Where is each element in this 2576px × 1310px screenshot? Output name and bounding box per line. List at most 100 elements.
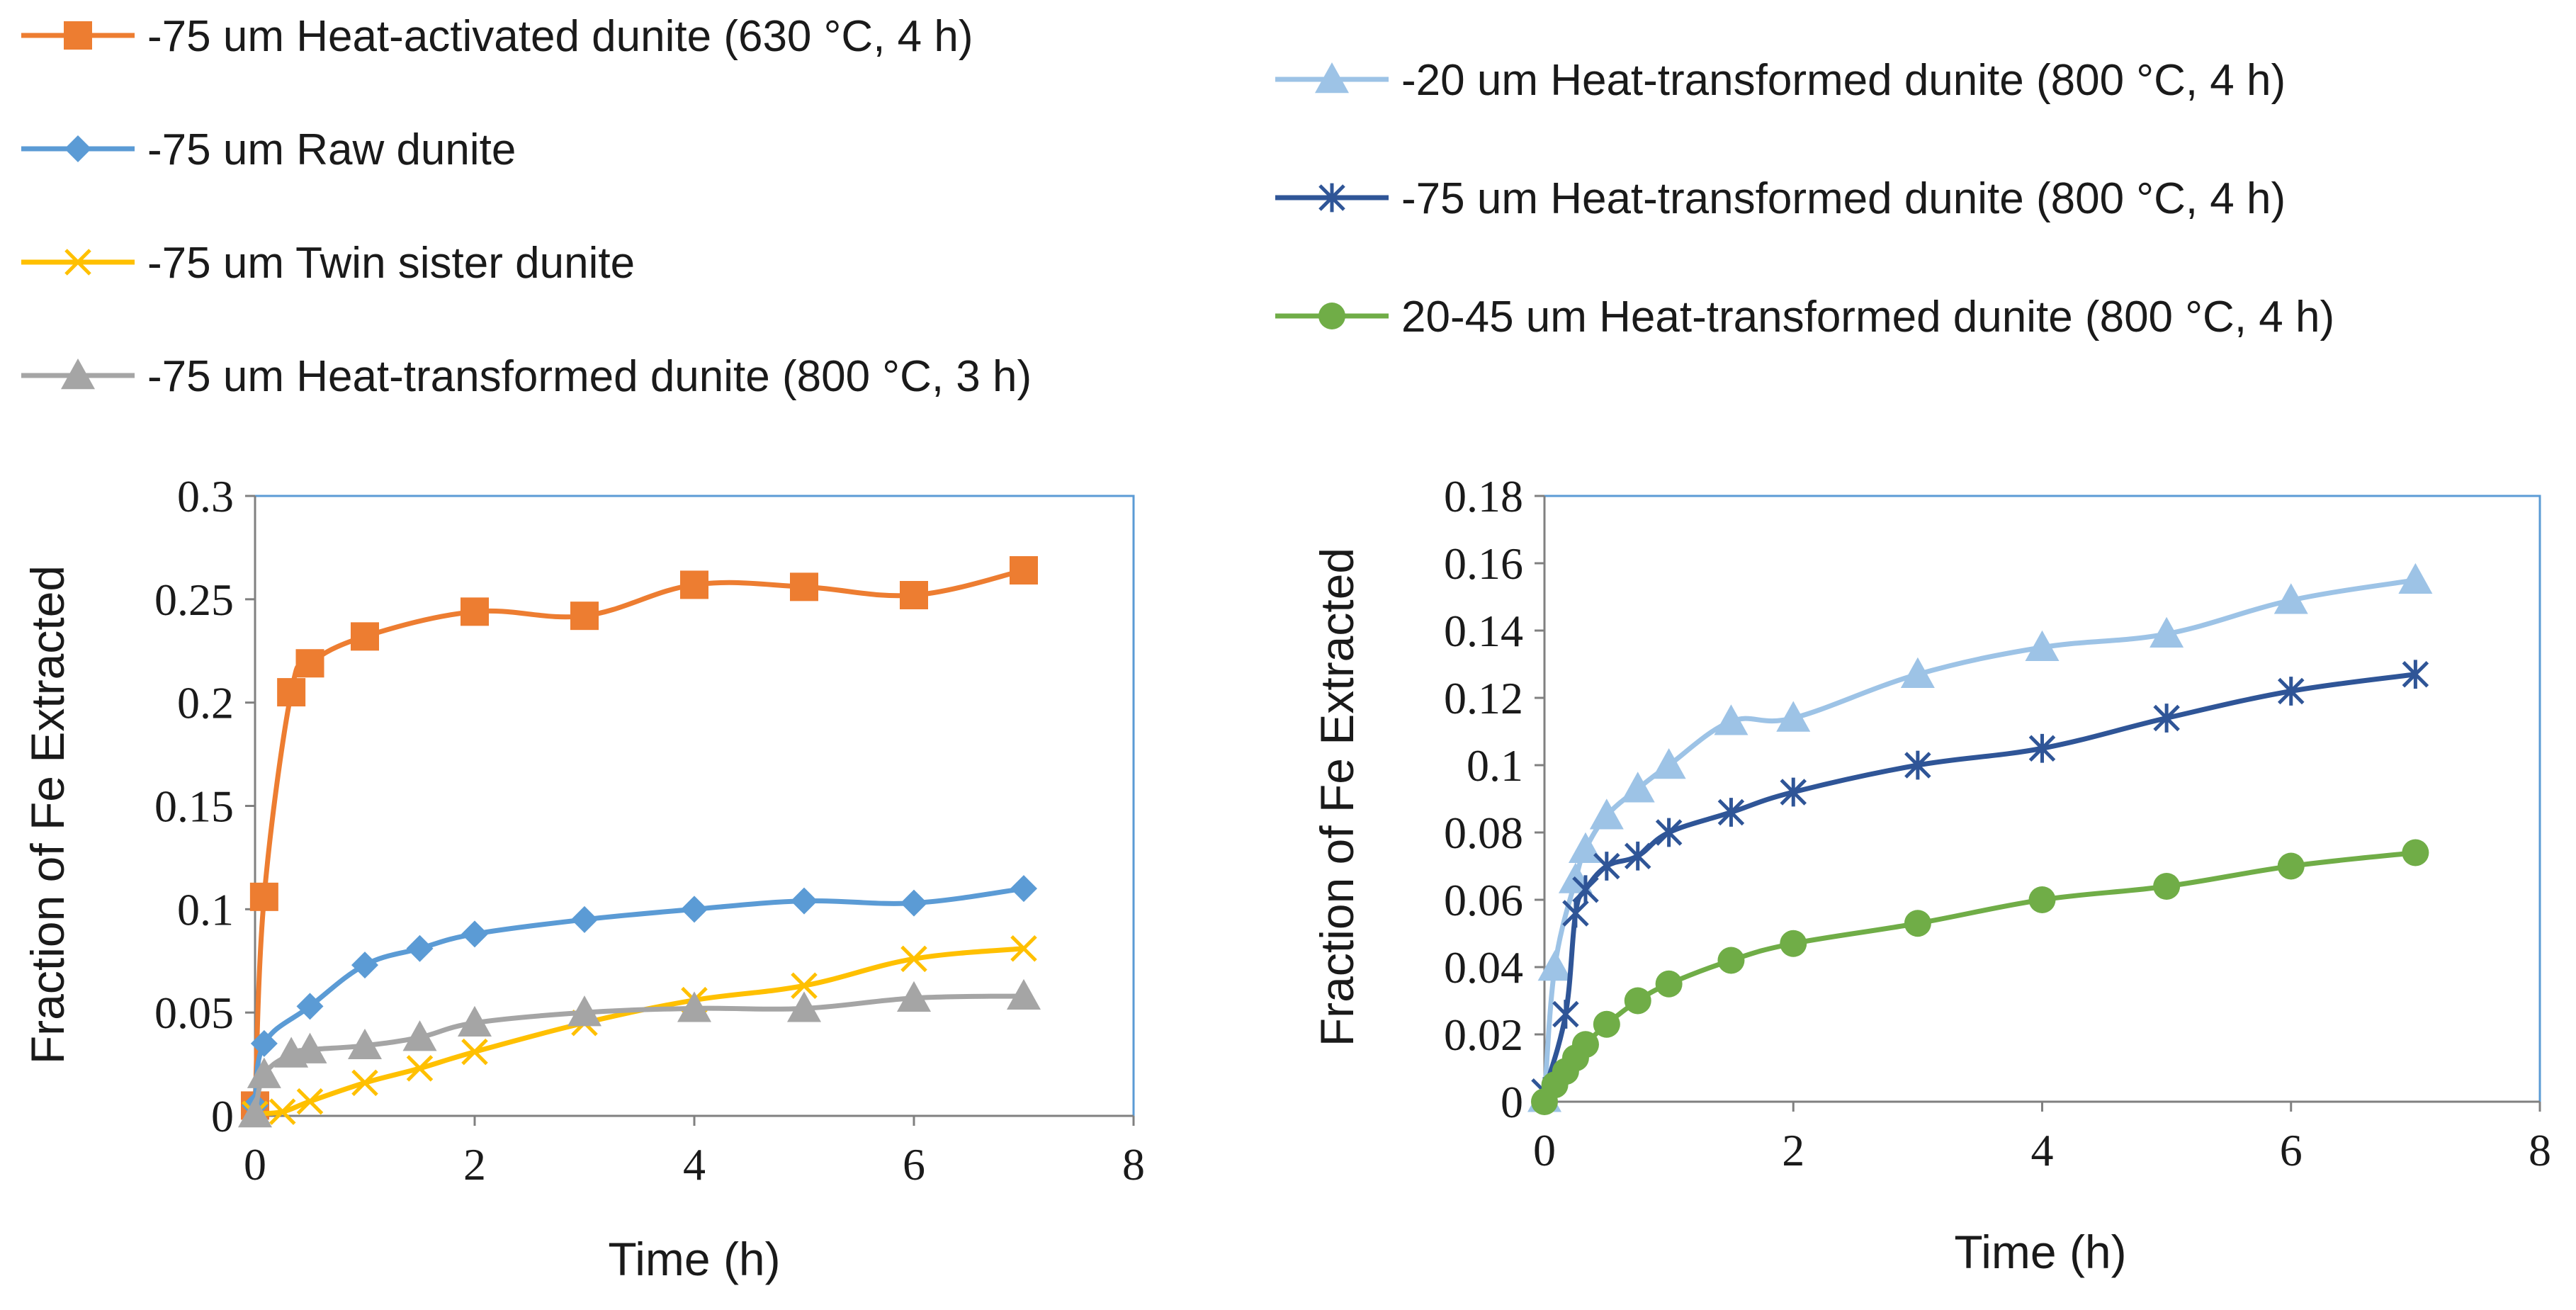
x-tick-label: 0	[1533, 1125, 1556, 1175]
legend-left: -75 um Heat-activated dunite (630 °C, 4 …	[21, 12, 1032, 401]
data-point	[1593, 1010, 1620, 1038]
legend-swatch-marker	[64, 249, 91, 276]
legend-swatch-marker	[1318, 183, 1345, 213]
data-point	[1651, 748, 1686, 779]
data-point	[1717, 947, 1745, 974]
data-point	[1010, 556, 1038, 585]
y-tick-label: 0.14	[1444, 606, 1523, 656]
y-tick-label: 0.2	[177, 678, 234, 728]
data-point	[900, 581, 928, 609]
ticks-left: 0 2 4 6 8 0 0.05 0.1 0.15 0.2 0.25 0.3	[154, 471, 1145, 1190]
data-point	[461, 1038, 488, 1066]
data-point	[402, 1020, 437, 1051]
legend-right: -20 um Heat-transformed dunite (800 °C, …	[1275, 56, 2334, 341]
data-point	[2402, 660, 2429, 689]
x-tick-label: 2	[1782, 1125, 1804, 1175]
y-tick-label: 0.1	[1467, 740, 1523, 791]
data-point	[791, 887, 818, 915]
data-point	[2273, 583, 2308, 614]
legend-swatch-marker	[64, 135, 91, 162]
data-point	[1900, 657, 1935, 688]
series-left	[238, 556, 1041, 1128]
legend-item-75-um-heat-transformed-dunite-800-c-4-h: -75 um Heat-transformed dunite (800 °C, …	[1275, 174, 2286, 223]
data-point	[296, 1088, 324, 1115]
data-point	[1780, 930, 1807, 957]
data-point	[293, 1032, 327, 1063]
legend-item-20-um-heat-transformed-dunite-800-c-4-h: -20 um Heat-transformed dunite (800 °C, …	[1275, 56, 2286, 105]
y-tick-label: 0.3	[177, 471, 234, 521]
legend-label: 20-45 um Heat-transformed dunite (800 °C…	[1401, 293, 2334, 341]
legend-item-75-um-raw-dunite: -75 um Raw dunite	[21, 125, 516, 174]
y-tick-label: 0.18	[1444, 471, 1523, 521]
data-point	[567, 995, 601, 1027]
data-point	[1780, 777, 1807, 807]
legend-item-75-um-twin-sister-dunite: -75 um Twin sister dunite	[21, 239, 635, 288]
data-point	[900, 945, 927, 973]
data-point	[250, 1029, 278, 1057]
data-point	[2150, 616, 2184, 648]
data-point	[2028, 886, 2056, 913]
data-point	[295, 649, 324, 678]
data-point	[570, 602, 599, 631]
data-point	[1620, 772, 1655, 803]
data-point	[2028, 733, 2056, 763]
data-point	[2398, 563, 2433, 594]
legend-swatch-marker	[1315, 62, 1349, 94]
data-point	[1655, 818, 1683, 847]
data-point	[1007, 978, 1041, 1010]
y-axis-title-right: Fraction of Fe Extracted	[1311, 548, 1363, 1046]
legend-label: -75 um Heat-activated dunite (630 °C, 4 …	[147, 12, 973, 61]
legend-item-75-um-heat-activated-dunite-630-c-4-h: -75 um Heat-activated dunite (630 °C, 4 …	[21, 12, 973, 61]
data-point	[2025, 630, 2060, 661]
series-75-um-heat-transformed-dunite-800-c-4-h	[1531, 660, 2429, 1107]
data-point	[790, 572, 818, 602]
x-axis-title-right: Time (h)	[1954, 1226, 2126, 1278]
y-axis-title-left: Fraction of Fe Extracted	[21, 565, 74, 1064]
series-20-45-um-heat-transformed-dunite-800-c-4-h	[1531, 839, 2429, 1115]
data-point	[351, 952, 378, 979]
data-point	[238, 1097, 272, 1128]
data-point	[296, 993, 324, 1020]
data-point	[458, 1005, 492, 1037]
data-point	[791, 972, 818, 1000]
legend-label: -75 um Raw dunite	[147, 125, 516, 174]
data-point	[249, 882, 278, 911]
data-point	[1624, 987, 1651, 1015]
x-tick-label: 4	[683, 1139, 706, 1190]
data-point	[1537, 950, 1572, 981]
y-tick-label: 0.04	[1444, 942, 1523, 993]
data-point	[571, 905, 598, 933]
data-point	[1572, 875, 1599, 905]
data-point	[1010, 934, 1037, 962]
y-tick-label: 0.16	[1444, 538, 1523, 589]
data-point	[2277, 677, 2305, 706]
data-point	[406, 1055, 434, 1082]
data-point	[2153, 704, 2180, 733]
legend-label: -75 um Heat-transformed dunite (800 °C, …	[1401, 174, 2286, 223]
legend-label: -75 um Twin sister dunite	[147, 239, 635, 288]
x-tick-label: 2	[463, 1139, 486, 1190]
y-tick-label: 0	[1501, 1077, 1523, 1127]
data-point	[1010, 875, 1037, 903]
data-point	[1571, 1031, 1599, 1058]
series-75-um-raw-dunite	[242, 875, 1037, 1119]
data-point	[2402, 839, 2429, 866]
chart-left: 0 2 4 6 8 0 0.05 0.1 0.15 0.2 0.25 0.3 Time (h) Fra…	[21, 471, 1145, 1285]
data-point	[1624, 841, 1651, 871]
y-tick-label: 0	[211, 1091, 234, 1141]
y-tick-label: 0.06	[1444, 875, 1523, 925]
data-point	[2153, 873, 2181, 900]
data-point	[677, 991, 711, 1022]
x-tick-label: 6	[903, 1139, 925, 1190]
legend-item-20-45-um-heat-transformed-dunite-800-c-4-h: 20-45 um Heat-transformed dunite (800 °C…	[1275, 293, 2334, 341]
chart-right: 0 2 4 6 8 0 0.02 0.04 0.06 0.08 0.1 0.12 0.14 0.16 0.1…	[1311, 471, 2551, 1278]
data-point	[897, 981, 931, 1012]
x-axis-title-left: Time (h)	[608, 1233, 780, 1285]
data-point	[1717, 798, 1745, 827]
data-point	[1593, 852, 1620, 881]
ticks-right: 0 2 4 6 8 0 0.02 0.04 0.06 0.08 0.1 0.12 0.14 0.16 0.1…	[1444, 471, 2551, 1175]
legend-swatch-marker	[1318, 303, 1345, 329]
x-tick-label: 8	[1122, 1139, 1145, 1190]
data-point	[787, 991, 821, 1022]
